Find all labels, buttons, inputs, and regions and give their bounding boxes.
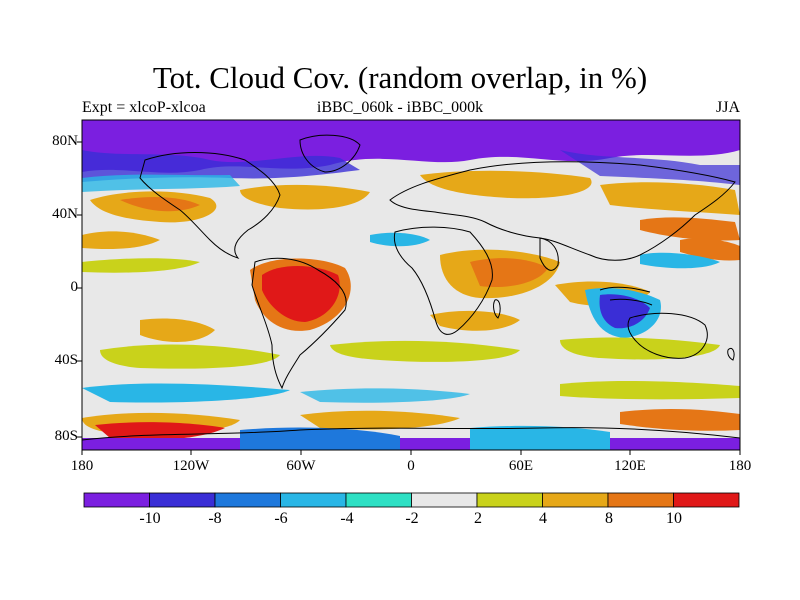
colorbar-swatch-8 [607,492,674,508]
colorbar-swatch-2 [214,492,281,508]
colorbar-label-neg8: -8 [208,510,222,527]
experiment-label: Expt = xlcoP-xlcoa [82,99,206,116]
lat-label-80n: 80N [52,133,78,149]
colorbar-label-neg6: -6 [274,510,288,527]
comparison-label: iBBC_060k - iBBC_000k [316,99,484,116]
coastlines [82,134,740,441]
colorbar [83,492,740,508]
colorbar-swatch-9 [673,492,740,508]
cloud-cover-field [82,120,740,450]
colorbar-swatch-4 [345,492,412,508]
lon-label-0: 0 [407,458,415,474]
lon-label-60w: 60W [286,458,316,474]
lon-label-180w: 180 [70,458,94,474]
colorbar-label-neg10: -10 [139,510,161,527]
colorbar-label-10: 10 [666,510,682,527]
colorbar-swatch-5 [411,492,478,508]
lon-label-120e: 120E [614,458,646,474]
colorbar-swatch-1 [149,492,216,508]
lat-label-0: 0 [70,279,79,295]
colorbar-swatch-7 [542,492,609,508]
lat-label-40n: 40N [52,206,78,222]
season-label: JJA [715,99,740,116]
colorbar-label-neg2: -2 [405,510,419,527]
plot-title: Tot. Cloud Cov. (random overlap, in %) [152,60,648,95]
map-ticks [77,141,741,455]
colorbar-swatch-0 [83,492,150,508]
colorbar-label-2: 2 [474,510,482,527]
colorbar-label-neg4: -4 [340,510,354,527]
lat-label-80s: 80S [54,428,78,444]
lat-label-40s: 40S [54,352,78,368]
colorbar-label-8: 8 [605,510,613,527]
colorbar-swatch-3 [280,492,347,508]
lon-label-60e: 60E [508,458,534,474]
lon-label-120w: 120W [172,458,210,474]
colorbar-label-4: 4 [539,510,547,527]
lon-label-180e: 180 [728,458,752,474]
colorbar-swatch-6 [476,492,543,508]
